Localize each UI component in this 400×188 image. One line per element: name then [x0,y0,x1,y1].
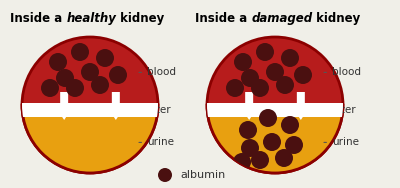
Circle shape [233,153,251,171]
Circle shape [49,53,67,71]
Wedge shape [207,105,343,173]
Circle shape [266,63,284,81]
Text: kidney: kidney [312,12,361,25]
FancyArrow shape [241,92,257,120]
Circle shape [263,133,281,151]
Circle shape [239,121,257,139]
Text: kidney: kidney [116,12,164,25]
FancyArrow shape [56,92,72,120]
Circle shape [234,53,252,71]
Circle shape [256,43,274,61]
Bar [207,103,343,117]
Bar [22,103,158,117]
Wedge shape [22,105,158,173]
Circle shape [41,79,59,97]
Text: blood: blood [324,67,361,77]
Text: damaged: damaged [251,12,312,25]
Text: urine: urine [324,137,359,147]
Circle shape [66,79,84,97]
Circle shape [251,151,269,169]
Circle shape [241,69,259,87]
Text: Inside a: Inside a [195,12,251,25]
Text: Inside a: Inside a [10,12,66,25]
Text: blood: blood [139,67,176,77]
Circle shape [241,139,259,157]
Circle shape [251,79,269,97]
Circle shape [96,49,114,67]
Circle shape [71,43,89,61]
Circle shape [276,76,294,94]
Circle shape [226,79,244,97]
FancyArrow shape [108,92,124,120]
Circle shape [275,149,293,167]
Text: filter: filter [147,105,172,115]
Circle shape [81,63,99,81]
Circle shape [259,109,277,127]
Circle shape [207,37,343,173]
Circle shape [56,69,74,87]
Circle shape [294,66,312,84]
Text: healthy: healthy [66,12,116,25]
Circle shape [158,168,172,182]
Text: filter: filter [332,105,357,115]
Circle shape [285,136,303,154]
Circle shape [281,49,299,67]
Circle shape [109,66,127,84]
FancyArrow shape [293,92,309,120]
Text: urine: urine [139,137,174,147]
Circle shape [22,37,158,173]
Text: albumin: albumin [180,170,225,180]
Circle shape [281,116,299,134]
Circle shape [91,76,109,94]
